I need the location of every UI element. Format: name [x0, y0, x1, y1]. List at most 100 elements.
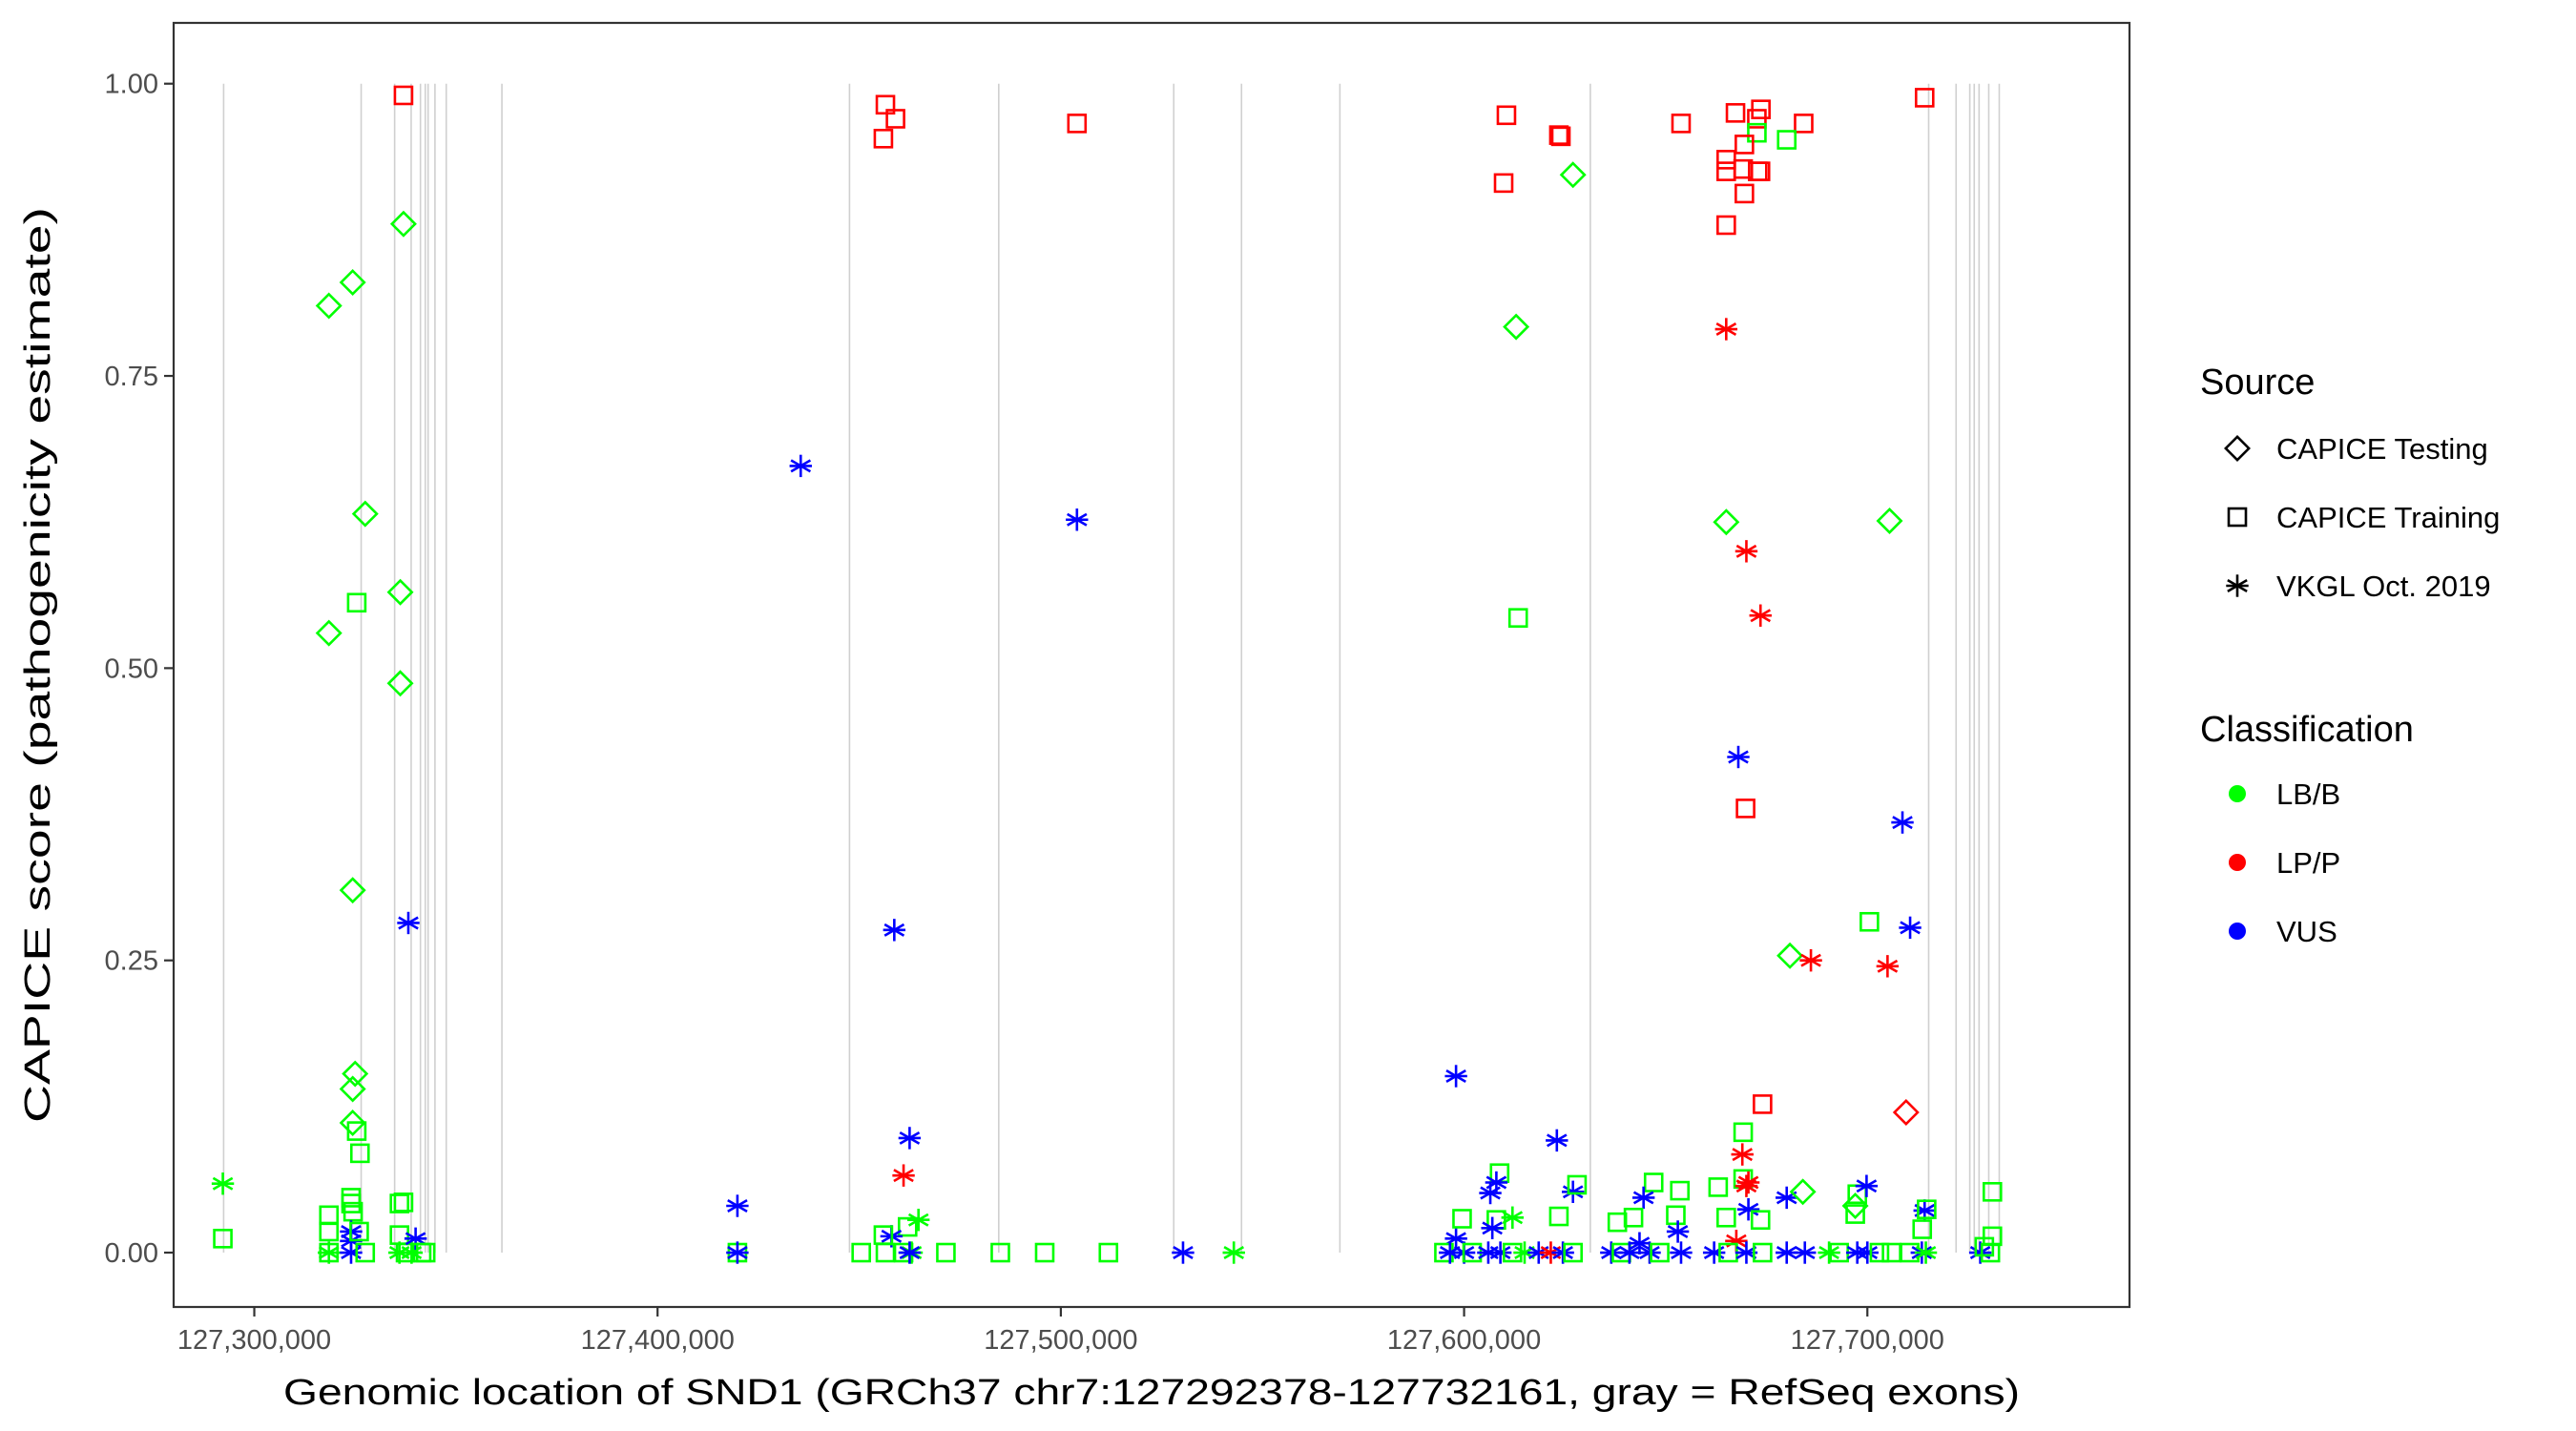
- data-point: [897, 1216, 918, 1237]
- data-point: [1666, 1205, 1686, 1226]
- data-point: [1546, 1129, 1568, 1152]
- data-point: [355, 1242, 376, 1263]
- x-tick-label: 127,400,000: [581, 1325, 735, 1356]
- y-axis-title: CAPICE score (pathogenicity estimate): [18, 207, 58, 1123]
- y-tick-label: 1.00: [105, 70, 158, 100]
- data-point: [339, 269, 366, 297]
- data-point: [726, 1194, 749, 1217]
- data-point: [1753, 1094, 1773, 1114]
- data-point: [315, 292, 343, 320]
- data-point: [1034, 1242, 1055, 1263]
- data-point: [1736, 1197, 1760, 1221]
- data-point: [1855, 1174, 1879, 1197]
- data-point: [1776, 130, 1797, 150]
- legend-key-square-icon: [2227, 507, 2248, 528]
- data-point: [898, 1241, 922, 1264]
- data-point: [1750, 161, 1771, 181]
- data-point: [1750, 1210, 1771, 1231]
- data-point: [1563, 1242, 1584, 1263]
- data-point: [936, 1242, 956, 1263]
- data-point: [1876, 955, 1900, 978]
- x-tick-label: 127,700,000: [1791, 1325, 1944, 1356]
- data-point: [1628, 1232, 1652, 1255]
- data-point: [789, 454, 812, 478]
- legend-key-dot-icon: [2229, 923, 2246, 940]
- data-point: [1638, 1241, 1661, 1264]
- legend-title-classification: Classification: [2200, 710, 2414, 750]
- data-point: [898, 1127, 922, 1150]
- data-point: [1845, 1204, 1865, 1224]
- data-point: [851, 1242, 871, 1263]
- data-point: [213, 1229, 233, 1249]
- data-points: [211, 85, 2003, 1264]
- data-point: [1488, 1241, 1512, 1264]
- y-tick-label: 0.75: [105, 362, 158, 392]
- x-tick-label: 127,300,000: [177, 1325, 331, 1356]
- data-point: [1670, 1180, 1691, 1201]
- data-point: [1725, 103, 1746, 123]
- data-point: [1452, 1209, 1472, 1229]
- data-point: [343, 1201, 364, 1222]
- data-point: [404, 1227, 427, 1251]
- data-point: [875, 94, 896, 115]
- data-point: [1735, 183, 1755, 204]
- data-point: [415, 1242, 436, 1263]
- data-point: [1716, 1207, 1736, 1228]
- data-point: [339, 877, 366, 904]
- data-point: [1914, 1241, 1938, 1264]
- data-point: [1859, 911, 1880, 932]
- data-point: [1493, 173, 1514, 194]
- exon-lines: [222, 83, 2001, 1254]
- x-tick-label: 127,500,000: [984, 1325, 1137, 1356]
- plot-background: [174, 23, 2129, 1307]
- data-point: [339, 1075, 366, 1103]
- data-point: [349, 1143, 370, 1164]
- data-point: [393, 85, 414, 106]
- data-point: [1671, 114, 1692, 134]
- data-point: [892, 1164, 915, 1187]
- data-point: [1623, 1207, 1644, 1228]
- data-point: [1891, 811, 1914, 834]
- data-point: [1650, 1242, 1670, 1263]
- data-point: [1716, 215, 1736, 236]
- data-point: [1735, 135, 1755, 155]
- data-point: [1794, 114, 1814, 134]
- legend-title-source: Source: [2200, 363, 2315, 403]
- data-point: [1982, 1182, 2003, 1202]
- data-point: [1670, 1241, 1693, 1264]
- data-point: [1876, 507, 1903, 534]
- data-point: [1479, 1181, 1502, 1205]
- data-point: [1567, 1174, 1588, 1195]
- data-point: [1776, 942, 1804, 969]
- data-point: [389, 210, 417, 238]
- data-point: [1856, 1241, 1879, 1264]
- data-point: [1892, 1098, 1920, 1126]
- data-point: [1714, 318, 1738, 341]
- data-point: [906, 1209, 930, 1232]
- legend-label-source: VKGL Oct. 2019: [2276, 570, 2491, 603]
- data-point: [873, 129, 894, 149]
- data-point: [1776, 1241, 1798, 1264]
- data-point: [883, 919, 906, 942]
- data-point: [1753, 1242, 1773, 1263]
- data-point: [885, 109, 905, 129]
- data-point: [1708, 1177, 1729, 1197]
- data-point: [1444, 1065, 1467, 1088]
- data-point: [1974, 1236, 1995, 1257]
- data-point: [1666, 1220, 1690, 1243]
- data-point: [346, 592, 367, 613]
- data-point: [1548, 1206, 1569, 1227]
- data-point: [1794, 1241, 1817, 1264]
- data-point: [1066, 508, 1089, 531]
- legend-label-classification: LB/B: [2276, 778, 2340, 811]
- data-point: [393, 1192, 414, 1213]
- data-point: [1747, 109, 1767, 129]
- data-point: [397, 911, 420, 935]
- x-axis-title: Genomic location of SND1 (GRCh37 chr7:12…: [283, 1373, 2020, 1413]
- legend-key-dot-icon: [2229, 854, 2246, 871]
- data-point: [1968, 1241, 1992, 1264]
- data-point: [1559, 161, 1587, 189]
- plot-border: [172, 21, 2131, 1309]
- data-point: [1618, 1241, 1641, 1264]
- data-point: [211, 1172, 235, 1195]
